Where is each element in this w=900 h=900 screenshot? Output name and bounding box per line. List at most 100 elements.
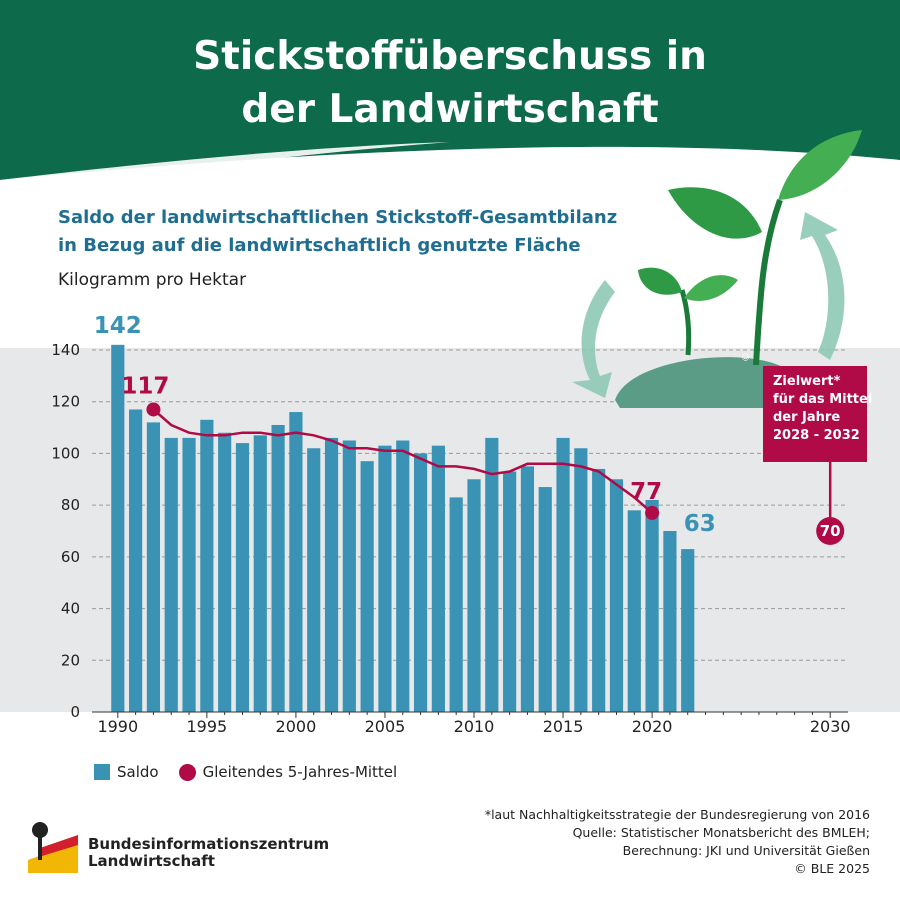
legend-bar-label: Saldo xyxy=(117,763,159,781)
large-leaf-right xyxy=(778,130,862,200)
y-tick-label: 80 xyxy=(61,496,80,514)
x-tick-label: 2000 xyxy=(276,717,317,736)
bar xyxy=(378,445,392,712)
bar xyxy=(253,435,267,712)
bar xyxy=(538,487,552,712)
org-line-1: Bundesinformationszentrum xyxy=(88,835,330,853)
small-stem xyxy=(679,289,692,356)
line-points xyxy=(146,402,660,520)
legend-line-label: Gleitendes 5-Jahres-Mittel xyxy=(202,763,398,781)
bar xyxy=(413,453,428,712)
y-tick-label: 100 xyxy=(51,444,80,462)
bar xyxy=(182,437,196,712)
bar xyxy=(681,549,695,712)
data-label: 117 xyxy=(121,373,169,399)
bar xyxy=(556,437,570,712)
legend-bar-swatch xyxy=(94,764,110,780)
footnote-line-3: Berechnung: JKI und Universität Gießen xyxy=(622,843,870,858)
x-tick-label: 2030 xyxy=(810,717,851,736)
x-tick-label: 2010 xyxy=(454,717,495,736)
bar xyxy=(200,419,214,712)
x-tick-label: 1990 xyxy=(97,717,138,736)
target-box: Zielwert* für das Mittel der Jahre 2028 … xyxy=(763,366,873,462)
x-tick-label: 1995 xyxy=(186,717,227,736)
bar xyxy=(307,448,321,712)
bar xyxy=(609,479,624,712)
title-line-2: der Landwirtschaft xyxy=(241,87,659,132)
bars-group xyxy=(111,344,695,712)
target-box-line-2: für das Mittel xyxy=(773,392,873,407)
x-axis-ticks xyxy=(117,712,831,718)
plant-illustration xyxy=(572,130,862,408)
data-label: 142 xyxy=(94,313,142,339)
bar xyxy=(431,445,445,712)
bar xyxy=(520,466,535,712)
bar xyxy=(289,412,303,712)
bar xyxy=(324,437,339,712)
large-leaf-left xyxy=(668,187,762,239)
arrow-right-curved xyxy=(800,212,845,360)
bar xyxy=(360,461,374,712)
bar xyxy=(645,499,659,712)
subtitle-line-2: in Bezug auf die landwirtschaftlich genu… xyxy=(58,235,581,256)
bar xyxy=(129,409,143,712)
line-endpoint xyxy=(645,505,660,520)
x-tick-label: 2005 xyxy=(365,717,406,736)
data-label: 77 xyxy=(630,479,662,505)
unit-label: Kilogramm pro Hektar xyxy=(58,270,247,290)
bar xyxy=(592,468,606,712)
bar xyxy=(396,440,410,712)
target-box-line-4: 2028 - 2032 xyxy=(773,428,860,443)
footnote-line-1: *laut Nachhaltigkeitsstrategie der Bunde… xyxy=(484,807,870,822)
y-tick-label: 140 xyxy=(51,341,80,359)
y-tick-label: 120 xyxy=(51,393,80,411)
target-box-line-1: Zielwert* xyxy=(773,374,841,389)
target-box-line-3: der Jahre xyxy=(773,410,841,425)
bar xyxy=(164,437,178,712)
small-leaf-left xyxy=(638,267,682,295)
data-label: 63 xyxy=(684,511,716,537)
soil-mound xyxy=(615,357,790,408)
y-tick-label: 40 xyxy=(61,600,80,618)
large-stem xyxy=(753,198,783,366)
bar xyxy=(111,344,125,712)
title-line-1: Stickstoffüberschuss in xyxy=(193,34,707,79)
bar xyxy=(663,531,677,712)
x-tick-label: 2020 xyxy=(632,717,673,736)
illustration-copyright: © BLE xyxy=(741,330,752,362)
footnote-line-2: Quelle: Statistischer Monatsbericht des … xyxy=(572,825,870,840)
target-marker xyxy=(816,517,845,545)
x-tick-label: 2015 xyxy=(543,717,584,736)
bar xyxy=(271,424,285,712)
footnote-line-4: © BLE 2025 xyxy=(794,861,870,876)
legend-line-swatch xyxy=(178,763,196,781)
target-value-label: 70 xyxy=(820,522,841,540)
header-banner xyxy=(0,0,900,180)
ble-logo xyxy=(28,822,78,873)
footnote: *laut Nachhaltigkeitsstrategie der Bunde… xyxy=(485,806,870,878)
org-line-2: Landwirtschaft xyxy=(88,852,215,870)
bar xyxy=(503,471,517,712)
axis-labels: 0 20 40 60 80 100 120 140 1990 1995 2000 2005 2010 20… xyxy=(51,313,850,736)
small-leaf-right xyxy=(684,275,738,301)
page-title: Stickstoffüberschuss in der Landwirtscha… xyxy=(0,30,900,136)
line-endpoint xyxy=(146,402,161,417)
bar xyxy=(574,448,588,712)
bar xyxy=(467,479,481,712)
y-tick-label: 0 xyxy=(70,703,80,721)
bar xyxy=(342,440,356,712)
bar xyxy=(235,443,250,712)
bar xyxy=(218,432,232,712)
legend: Saldo Gleitendes 5-Jahres-Mittel xyxy=(94,760,397,784)
organization-name: Bundesinformationszentrum Landwirtschaft xyxy=(88,836,329,870)
bar xyxy=(449,497,463,712)
bar xyxy=(627,510,641,712)
y-tick-label: 20 xyxy=(61,651,80,669)
bar xyxy=(146,422,161,712)
moving-average-line xyxy=(152,408,653,514)
subtitle-line-1: Saldo der landwirtschaftlichen Stickstof… xyxy=(58,207,618,228)
bar xyxy=(485,437,499,712)
arrow-left-curved xyxy=(572,280,615,398)
